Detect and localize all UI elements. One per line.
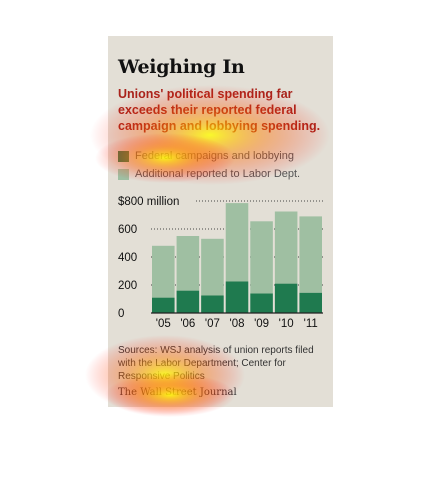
bar-federal [152, 297, 175, 313]
x-tick-label: '05 [156, 318, 171, 330]
chart-subtitle: Unions' political spending far exceeds t… [118, 87, 321, 133]
y-tick-label: 0 [118, 308, 124, 320]
x-tick-label: '07 [205, 318, 220, 330]
bar-federal [250, 293, 273, 313]
legend-label-additional: Additional reported to Labor Dept. [135, 168, 301, 180]
y-tick-label: $800 million [118, 196, 179, 208]
legend-swatch-additional [118, 168, 129, 180]
legend: Federal campaigns and lobbying Additiona… [118, 147, 300, 183]
bar-additional [176, 236, 200, 291]
stacked-bar-chart: 0 200 400 600 $800 million '05 '06 '07 '08 '09 '10… [118, 196, 323, 330]
bar-additional [299, 216, 322, 293]
chart-title: Weighing In [118, 56, 245, 78]
bar-federal [274, 283, 298, 313]
y-tick-label: 200 [118, 280, 137, 292]
bar-additional [201, 238, 224, 296]
infographic-panel: Weighing In Unions' political spending f… [108, 36, 333, 407]
bar-federal [176, 290, 200, 313]
x-tick-label: '08 [230, 318, 245, 330]
bar-federal [225, 281, 249, 313]
bar-additional [225, 203, 249, 282]
legend-swatch-federal [118, 150, 129, 162]
bar-additional [250, 221, 273, 294]
y-tick-label: 400 [118, 252, 137, 264]
x-tick-label: '10 [279, 318, 294, 330]
x-tick-label: '09 [254, 318, 269, 330]
y-tick-label: 600 [118, 224, 137, 236]
legend-item-federal: Federal campaigns and lobbying [118, 147, 300, 165]
legend-item-additional: Additional reported to Labor Dept. [118, 165, 300, 183]
bar-additional [274, 211, 298, 284]
bar-federal [299, 292, 322, 313]
x-tick-label: '11 [304, 318, 318, 330]
bar-federal [201, 295, 224, 313]
source-note: Sources: WSJ analysis of union reports f… [118, 345, 314, 382]
credit-line: The Wall Street Journal [118, 387, 237, 398]
legend-label-federal: Federal campaigns and lobbying [135, 150, 294, 162]
x-tick-label: '06 [180, 318, 195, 330]
bar-additional [152, 245, 175, 298]
